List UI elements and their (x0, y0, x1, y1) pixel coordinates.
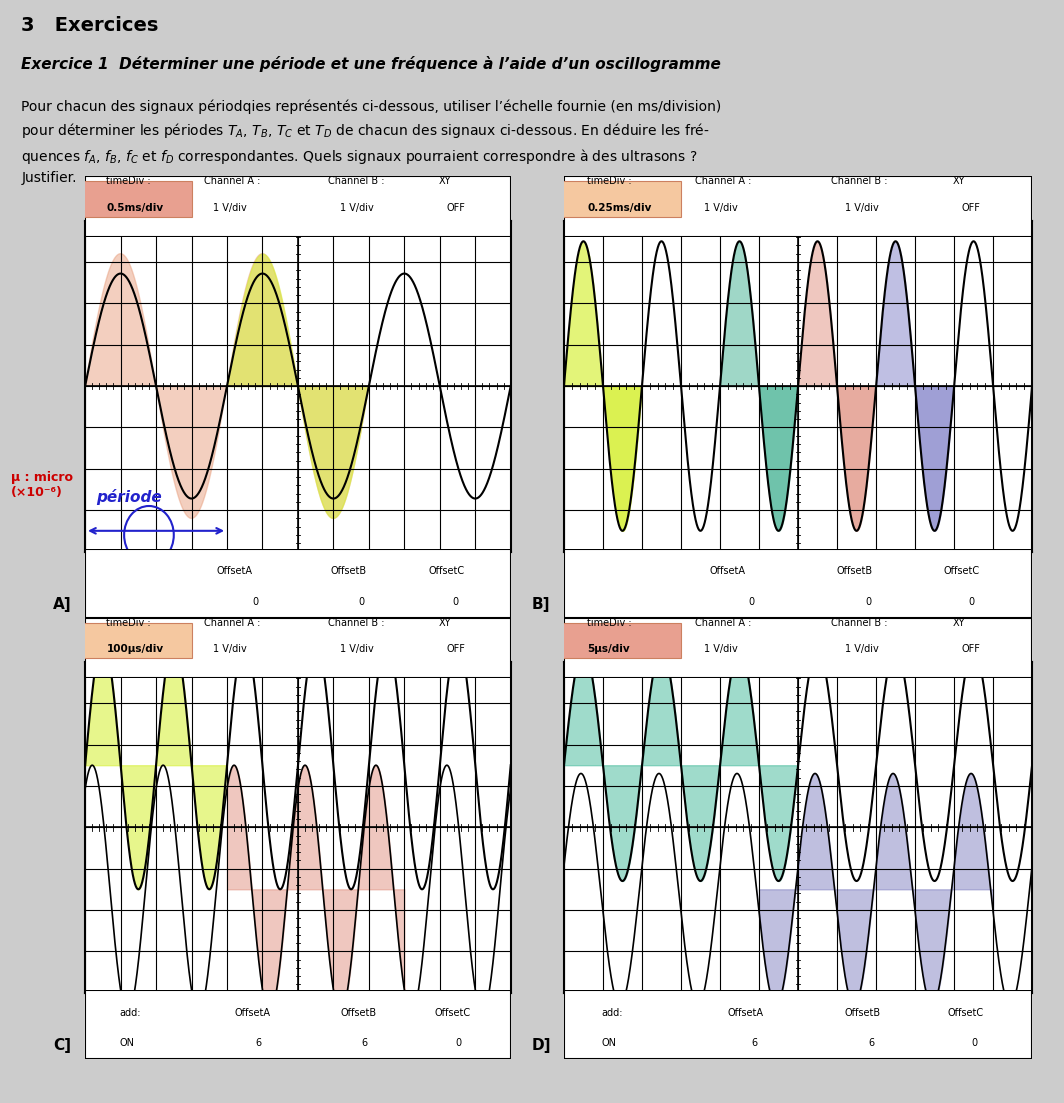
Text: timeDiv :: timeDiv : (587, 176, 632, 186)
FancyBboxPatch shape (564, 618, 1032, 678)
FancyBboxPatch shape (85, 618, 511, 678)
Text: 1 V/div: 1 V/div (704, 203, 738, 213)
Text: XY: XY (438, 176, 451, 186)
Text: OffsetA: OffsetA (728, 1008, 764, 1018)
FancyBboxPatch shape (564, 176, 1032, 237)
Text: B]: B] (532, 597, 550, 612)
Text: C]: C] (53, 1038, 71, 1053)
Text: 1 V/div: 1 V/div (845, 644, 879, 654)
Text: Channel B :: Channel B : (831, 176, 887, 186)
FancyBboxPatch shape (81, 181, 192, 217)
Text: Pour chacun des signaux périodqies représentés ci-dessous, utiliser l’échelle fo: Pour chacun des signaux périodqies repré… (21, 99, 721, 185)
FancyBboxPatch shape (564, 549, 1032, 618)
Text: 1: 1 (630, 213, 639, 227)
FancyBboxPatch shape (85, 990, 511, 1059)
Text: OffsetC: OffsetC (429, 567, 465, 577)
Text: timeDiv :: timeDiv : (587, 618, 632, 628)
Text: 3   Exercices: 3 Exercices (21, 15, 159, 35)
Text: add:: add: (119, 1008, 140, 1018)
Text: OffsetC: OffsetC (948, 1008, 984, 1018)
Text: 6: 6 (362, 1038, 368, 1048)
Text: 100μs/div: 100μs/div (106, 644, 164, 654)
Text: Channel B :: Channel B : (831, 618, 887, 628)
Text: OffsetC: OffsetC (434, 1008, 470, 1018)
Text: 1 V/div: 1 V/div (845, 203, 879, 213)
Text: 2: 2 (576, 213, 585, 227)
Text: ON: ON (601, 1038, 616, 1048)
Text: timeDiv :: timeDiv : (106, 618, 151, 628)
Text: OffsetA: OffsetA (216, 567, 252, 577)
FancyBboxPatch shape (81, 622, 192, 658)
Text: timeDiv :: timeDiv : (106, 176, 151, 186)
Text: OffsetB: OffsetB (836, 567, 872, 577)
Text: XY: XY (952, 176, 965, 186)
Text: OffsetC: OffsetC (944, 567, 980, 577)
FancyBboxPatch shape (560, 181, 681, 217)
Text: μ : micro
(×10⁻⁶): μ : micro (×10⁻⁶) (11, 471, 72, 500)
Text: OffsetB: OffsetB (340, 1008, 377, 1018)
Text: 0: 0 (359, 597, 365, 607)
Text: 0: 0 (748, 597, 754, 607)
Text: période: période (96, 489, 162, 505)
Text: 0.25ms/div: 0.25ms/div (587, 203, 652, 213)
Text: OffsetB: OffsetB (331, 567, 367, 577)
Text: D]: D] (532, 1038, 551, 1053)
Text: Channel B :: Channel B : (328, 176, 384, 186)
Text: 6: 6 (255, 1038, 262, 1048)
Text: OFF: OFF (962, 203, 981, 213)
Text: OffsetB: OffsetB (845, 1008, 881, 1018)
Text: OFF: OFF (962, 644, 981, 654)
Text: XY: XY (438, 618, 451, 628)
Text: OffsetA: OffsetA (234, 1008, 270, 1018)
Text: Channel A :: Channel A : (695, 176, 751, 186)
Text: 6: 6 (751, 1038, 758, 1048)
Text: 1 V/div: 1 V/div (340, 644, 375, 654)
Text: 2: 2 (280, 215, 292, 233)
Text: Channel A :: Channel A : (204, 618, 261, 628)
FancyBboxPatch shape (85, 549, 511, 618)
Text: Channel A :: Channel A : (204, 176, 261, 186)
Text: 1 V/div: 1 V/div (213, 203, 247, 213)
Text: add:: add: (601, 1008, 622, 1018)
Text: 6: 6 (868, 1038, 875, 1048)
Text: 0.5ms/div: 0.5ms/div (106, 203, 164, 213)
Text: 0: 0 (452, 597, 459, 607)
Text: 0: 0 (968, 597, 975, 607)
Text: OFF: OFF (447, 644, 466, 654)
Text: Exercice 1  Déterminer une période et une fréquence à l’aide d’un oscillogramme: Exercice 1 Déterminer une période et une… (21, 55, 721, 72)
Text: 1 V/div: 1 V/div (213, 644, 247, 654)
Text: 2: 2 (138, 215, 150, 233)
FancyBboxPatch shape (85, 176, 511, 237)
Text: 0: 0 (971, 1038, 978, 1048)
Text: XY: XY (952, 618, 965, 628)
Text: Channel A :: Channel A : (695, 618, 751, 628)
Text: 1 V/div: 1 V/div (340, 203, 375, 213)
Text: OffsetA: OffsetA (710, 567, 746, 577)
Text: A]: A] (53, 597, 72, 612)
Text: Channel B :: Channel B : (328, 618, 384, 628)
Text: OFF: OFF (447, 203, 466, 213)
Text: 5μs/div: 5μs/div (587, 644, 630, 654)
FancyBboxPatch shape (560, 622, 681, 658)
Text: 0: 0 (865, 597, 871, 607)
Text: ON: ON (119, 1038, 134, 1048)
Text: 0: 0 (455, 1038, 462, 1048)
Text: 1 V/div: 1 V/div (704, 644, 738, 654)
FancyBboxPatch shape (564, 990, 1032, 1059)
Text: 0: 0 (252, 597, 259, 607)
